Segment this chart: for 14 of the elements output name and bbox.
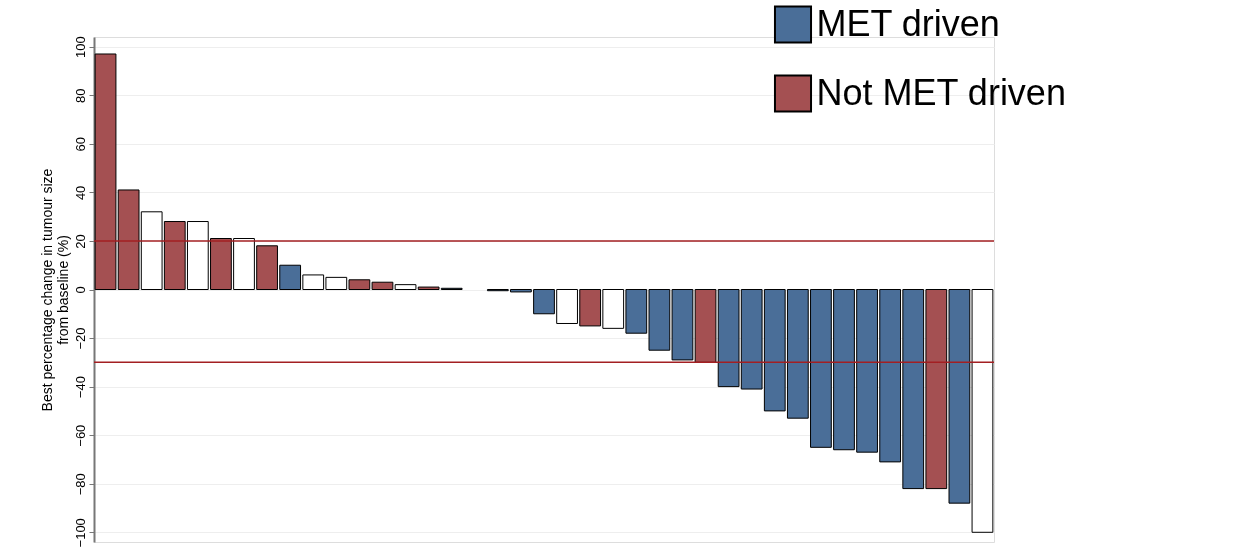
y-tick-label: 40 [72, 185, 88, 201]
y-tick-label: −40 [72, 376, 88, 399]
legend-label: MET driven [816, 2, 1000, 44]
y-tick-label: 60 [72, 137, 88, 152]
y-tick-label: −60 [72, 424, 88, 447]
y-tick-label: 100 [72, 36, 88, 59]
y-axis-title: Best percentage change in tumour size from baseline (%) [38, 168, 71, 412]
y-tick-label: −80 [72, 473, 88, 496]
y-tick-label: −20 [72, 327, 88, 350]
y-tick-label: 20 [72, 234, 88, 249]
y-tick-label: 0 [72, 286, 88, 294]
y-tick-label: −100 [72, 518, 88, 548]
legend-label: Not MET driven [816, 71, 1066, 113]
y-tick-label: 80 [72, 88, 88, 103]
